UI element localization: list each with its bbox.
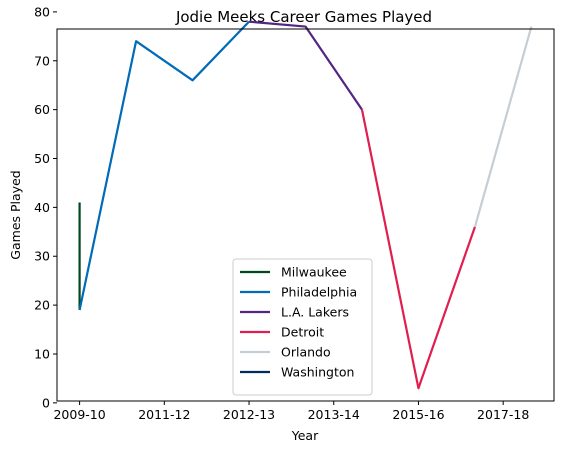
y-tick-label: 80	[34, 4, 50, 19]
legend-label-milwaukee: Milwaukee	[281, 265, 347, 280]
y-tick-label: 30	[34, 249, 50, 264]
plot-frame	[56, 28, 555, 402]
legend-label-l-a-lakers: L.A. Lakers	[281, 305, 349, 320]
y-axis-title: Games Played	[8, 170, 23, 259]
chart-title: Jodie Meeks Career Games Played	[175, 8, 432, 26]
legend-label-philadelphia: Philadelphia	[281, 285, 357, 300]
y-tick-label: 40	[34, 200, 50, 215]
y-tick-label: 10	[34, 346, 50, 361]
x-tick-label: 2009-10	[53, 407, 105, 422]
series-line-detroit	[360, 109, 476, 390]
x-axis: 2009-10 2011-12 2012-13 2013-14 2015-16 2017-…	[53, 401, 529, 422]
plot-area	[78, 20, 533, 390]
series-line-l-a-lakers	[248, 20, 363, 111]
legend-label-washington: Washington	[281, 365, 354, 380]
y-tick-label: 60	[34, 102, 50, 117]
series-line-orlando	[473, 26, 533, 228]
legend-label-orlando: Orlando	[281, 345, 331, 360]
y-tick-label: 20	[34, 298, 50, 313]
x-tick-label: 2012-13	[223, 407, 275, 422]
x-tick-label: 2013-14	[308, 407, 360, 422]
x-tick-label: 2015-16	[392, 407, 444, 422]
legend: Milwaukee Philadelphia L.A. Lakers Detroit O…	[232, 258, 373, 396]
y-axis: 0 10 20 30 40 50 60 70 80	[34, 4, 57, 410]
x-axis-title: Year	[291, 428, 319, 443]
y-tick-label: 50	[34, 151, 50, 166]
legend-label-detroit: Detroit	[281, 325, 324, 340]
x-tick-label: 2011-12	[138, 407, 190, 422]
series-line-philadelphia	[78, 20, 250, 311]
x-tick-label: 2017-18	[477, 407, 529, 422]
y-tick-label: 70	[34, 53, 50, 68]
y-tick-label: 0	[42, 395, 50, 410]
